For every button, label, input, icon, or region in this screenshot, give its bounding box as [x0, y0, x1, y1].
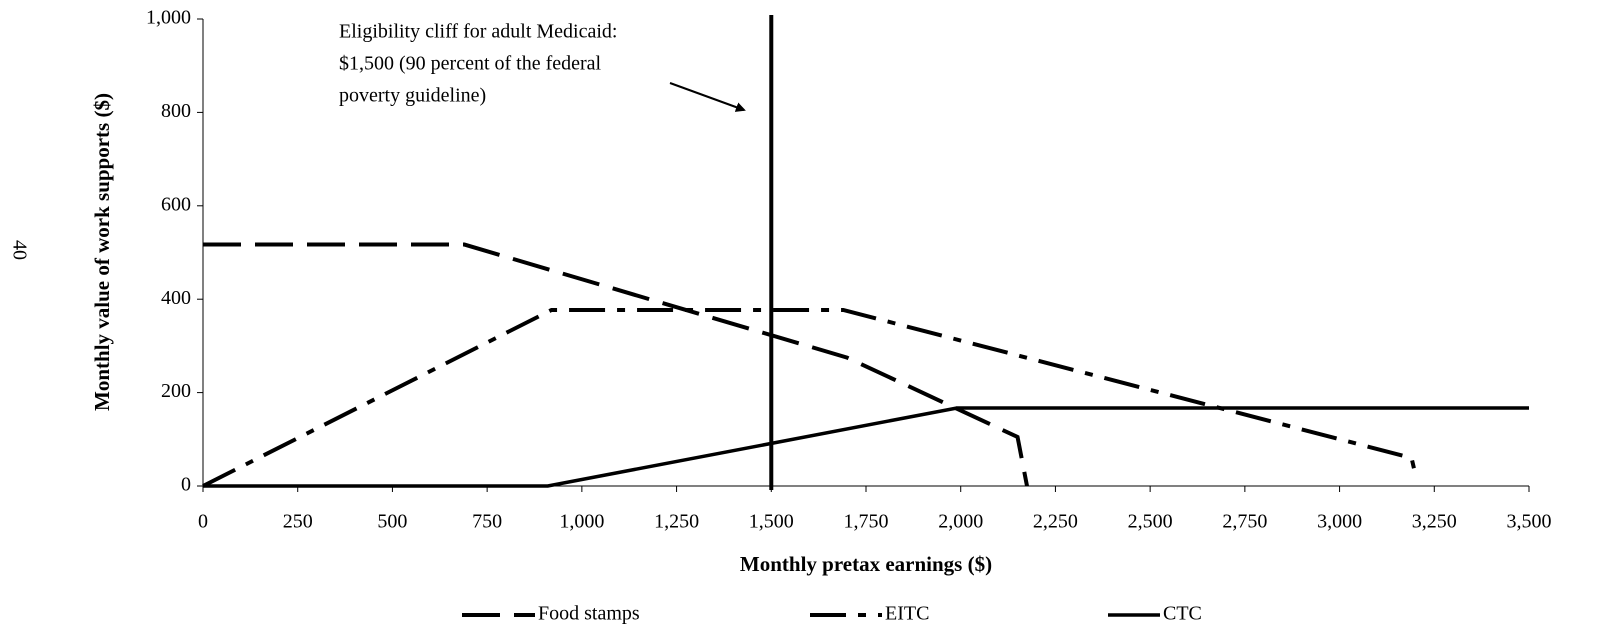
x-tick-label: 3,500: [1507, 511, 1552, 533]
legend-label: CTC: [1163, 603, 1202, 625]
annotation-arrow: [669, 82, 746, 112]
y-tick-label: 0: [181, 474, 191, 496]
legend-label: Food stamps: [538, 603, 640, 625]
series-line: [203, 242, 1029, 487]
x-tick-label: 250: [283, 511, 313, 533]
y-tick-label: 600: [161, 193, 191, 215]
x-tick-label: 1,750: [844, 511, 889, 533]
page-number: 40: [8, 240, 30, 260]
annotation-text: Eligibility cliff for adult Medicaid:: [339, 21, 617, 43]
x-tick-label: 2,750: [1222, 511, 1267, 533]
x-axis-label: Monthly pretax earnings ($): [740, 552, 992, 576]
y-tick-label: 400: [161, 287, 191, 309]
series-line: [202, 307, 1418, 488]
x-tick-label: 2,500: [1128, 511, 1173, 533]
series-line: [203, 406, 1529, 488]
x-tick-label: 2,250: [1033, 511, 1078, 533]
legend-label: EITC: [885, 603, 929, 625]
x-tick-label: 3,250: [1412, 511, 1457, 533]
y-tick-label: 1,000: [146, 7, 191, 29]
x-tick-label: 1,250: [654, 511, 699, 533]
x-tick-label: 0: [198, 511, 208, 533]
x-tick-label: 1,000: [559, 511, 604, 533]
x-tick-label: 500: [377, 511, 407, 533]
x-tick-label: 2,000: [938, 511, 983, 533]
y-tick-label: 200: [161, 380, 191, 402]
annotation-text: poverty guideline): [339, 85, 486, 107]
x-tick-label: 3,000: [1317, 511, 1362, 533]
y-tick-label: 800: [161, 100, 191, 122]
y-axis-label: Monthly value of work supports ($): [90, 93, 114, 411]
x-tick-label: 750: [472, 511, 502, 533]
annotation-text: $1,500 (90 percent of the federal: [339, 53, 602, 75]
x-tick-label: 1,500: [749, 511, 794, 533]
